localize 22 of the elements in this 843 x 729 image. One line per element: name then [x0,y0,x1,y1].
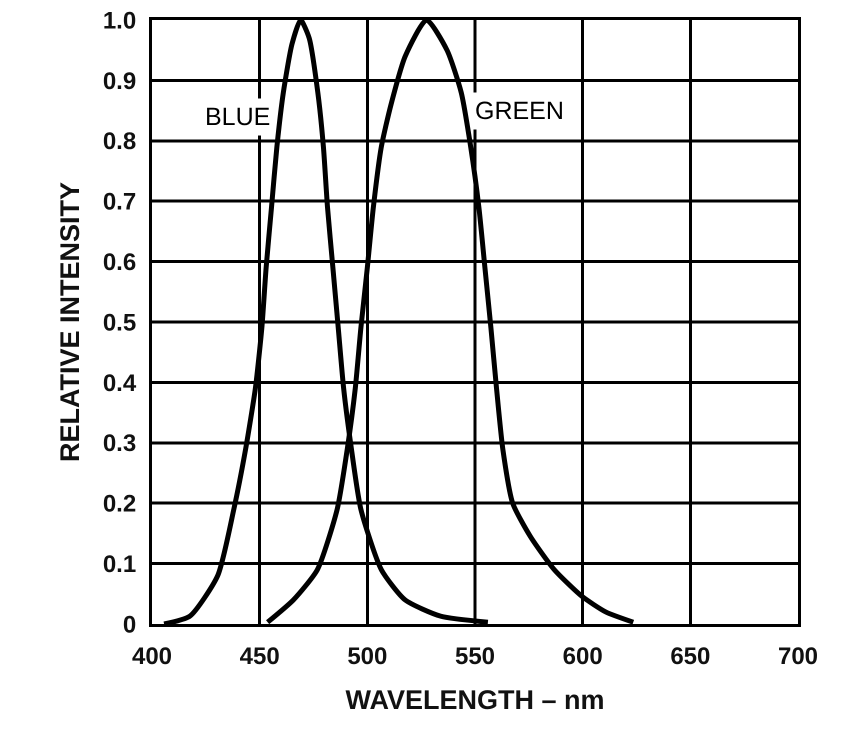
y-tick-label: 0.9 [102,68,136,95]
y-tick-label: 0.8 [102,128,136,156]
x-tick-label: 700 [778,642,818,670]
y-tick-label: 0.6 [102,249,136,276]
y-tick-label: 0.1 [102,551,136,578]
y-tick-label: 0.3 [102,430,136,458]
y-tick-label: 0.2 [102,490,136,518]
y-tick-label: 0.5 [102,309,136,336]
y-tick-label: 0.4 [102,370,137,397]
x-tick-label: 500 [347,642,388,670]
series-label: BLUE [205,103,270,131]
x-tick-label: 550 [454,642,496,670]
x-tick-label: 450 [240,642,280,670]
series-label: GREEN [475,97,564,125]
y-axis-title: RELATIVE INTENSITY [54,182,85,462]
x-tick-label: 600 [562,642,603,670]
x-axis-title: WAVELENGTH – nm [345,685,605,716]
x-tick-label: 400 [132,642,172,670]
y-tick-label: 0.7 [102,188,136,216]
y-tick-label: 0 [122,611,136,638]
y-tick-label: 1.0 [102,7,136,34]
x-tick-label: 650 [670,642,710,670]
